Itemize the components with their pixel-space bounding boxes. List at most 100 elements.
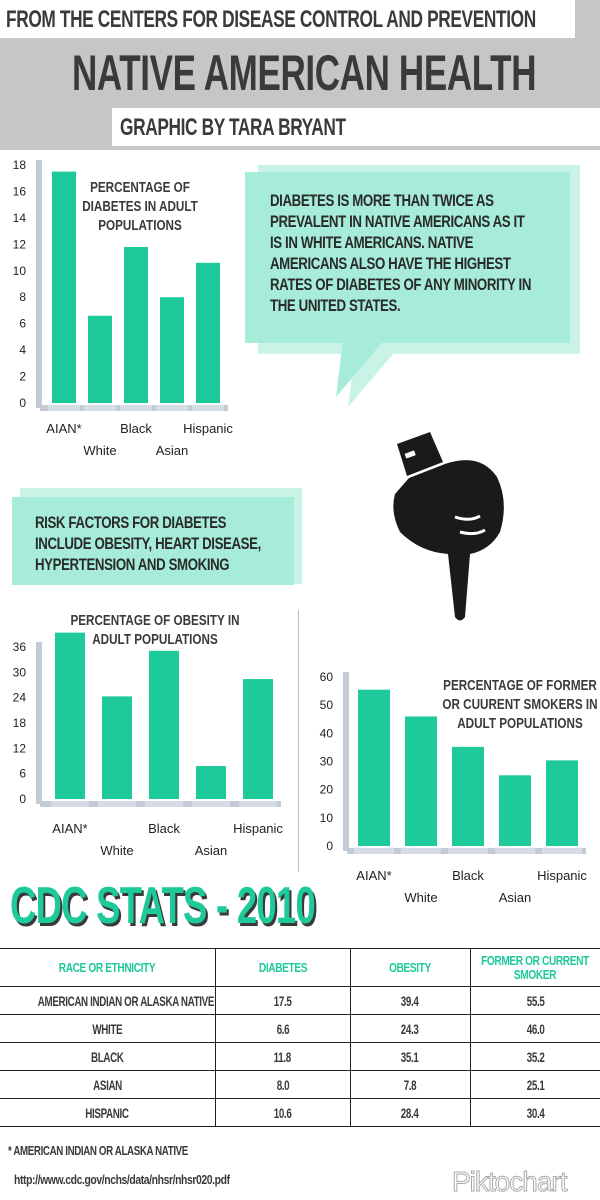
y-tick-label: 30: [13, 665, 27, 679]
callout-line: is in White Americans. Native: [270, 233, 474, 252]
footnote: * American Indian or Alaska Native: [8, 1143, 188, 1158]
x-tick-label: Black: [452, 868, 484, 883]
x-tick-label: AIAN*: [356, 868, 391, 883]
y-axis: [343, 672, 349, 851]
x-tick-label: AIAN*: [52, 821, 87, 836]
piktochart-logo: Piktochart: [452, 1166, 568, 1198]
y-tick-label: 10: [320, 811, 334, 825]
table-header-row: RACE OR ETHNICITY DIABETES OBESITY FORMER O…: [0, 948, 600, 987]
x-tick-label: White: [100, 843, 133, 858]
bar-hispanic: [196, 262, 220, 403]
y-tick-label: 6: [19, 767, 26, 781]
table-cell: 30.4: [469, 1098, 600, 1127]
callout-line: the United States.: [270, 296, 401, 315]
y-axis: [36, 642, 42, 804]
smokers-chart: 0 10 20 30 40 50 60 AIAN* White Black Asian Hispani…: [320, 670, 598, 905]
chart-title: PERCENTAGE OF: [90, 179, 190, 196]
bar-base: [239, 801, 277, 807]
table-cell: 46.0: [469, 1014, 600, 1043]
callout-line: hypertension and smoking: [35, 555, 230, 574]
y-tick-label: 36: [13, 640, 27, 654]
bar-base: [495, 848, 535, 854]
callout-line: Americans also have the highest: [270, 254, 511, 273]
callout-line: Diabetes is more than twice as: [270, 191, 494, 210]
diabetes-callout-text: Diabetes is more than twice as prevalent …: [270, 190, 600, 316]
y-tick-label: 40: [320, 726, 334, 740]
bar-base: [192, 405, 224, 411]
bar-base: [145, 801, 183, 807]
y-tick-label: 12: [13, 237, 27, 251]
bar-base: [51, 801, 89, 807]
chart-title: OR CUURENT SMOKERS IN: [442, 696, 597, 713]
y-tick-label: 50: [320, 698, 334, 712]
y-tick-label: 20: [320, 783, 334, 797]
y-tick-label: 2: [19, 370, 26, 384]
table-cell: 24.3: [349, 1014, 471, 1043]
pointing-down-hand-icon: [393, 432, 504, 621]
column-header: OBESITY: [349, 948, 471, 987]
table-cell: 35.1: [349, 1042, 471, 1071]
stats-title: CDC Stats - 2010: [10, 877, 316, 935]
credit-text: Graphic by Tara Bryant: [120, 114, 346, 141]
y-tick-label: 30: [320, 755, 334, 769]
x-tick-label: Asian: [499, 890, 532, 905]
table-cell: ASIAN: [0, 1070, 216, 1099]
y-tick-label: 0: [326, 839, 333, 853]
risk-text: Risk factors for diabetes include obesity…: [35, 512, 325, 575]
bar-black: [124, 246, 148, 403]
header-banner: From the Centers for Disease Control and…: [0, 0, 600, 150]
source-text: From the Centers for Disease Control and…: [6, 6, 536, 33]
chart-title: ADULT POPULATIONS: [92, 631, 218, 648]
bar-aian: [52, 171, 76, 403]
diabetes-chart: 0 2 4 6 8 10 12 14 16 18 AIAN*White Black Asian Hispa…: [13, 158, 234, 458]
bar-asian: [196, 766, 226, 799]
y-tick-label: 6: [19, 317, 26, 331]
bar-white: [102, 696, 132, 799]
x-tick-label: Hispanic: [183, 421, 233, 436]
table-cell: 25.1: [469, 1070, 600, 1099]
y-tick-label: 16: [13, 184, 27, 198]
column-header: RACE OR ETHNICITY: [0, 948, 216, 987]
y-tick-label: 18: [13, 158, 27, 172]
table-cell: BLACK: [0, 1042, 216, 1071]
chart-title: DIABETES IN ADULT: [82, 198, 198, 215]
credit-strip: Graphic by Tara Bryant: [112, 108, 600, 146]
table-cell: AMERICAN INDIAN OR ALASKA NATIVE: [0, 986, 216, 1015]
bar-base: [120, 405, 152, 411]
chart-title: POPULATIONS: [98, 217, 182, 234]
y-tick-label: 24: [13, 691, 27, 705]
x-tick-label: Asian: [195, 843, 228, 858]
table-row: AMERICAN INDIAN OR ALASKA NATIVE 17.5 39.4…: [0, 986, 600, 1015]
x-tick-label: Asian: [156, 443, 189, 458]
divider: [298, 610, 299, 872]
bar-base: [192, 801, 230, 807]
table-cell: 7.8: [349, 1070, 471, 1099]
y-tick-label: 8: [19, 290, 26, 304]
x-tick-label: AIAN*: [46, 421, 81, 436]
bar-base: [48, 405, 80, 411]
x-tick-label: White: [404, 890, 437, 905]
bar-asian: [499, 775, 531, 846]
callout-line: Risk factors for diabetes: [35, 513, 227, 532]
obesity-chart: 0 6 12 18 24 30 36 AIAN* White Black Asian Hispanic…: [13, 612, 284, 858]
x-tick-label: Black: [148, 821, 180, 836]
bar-base: [84, 405, 116, 411]
table-row: WHITE 6.6 24.3 46.0: [0, 1014, 600, 1043]
y-tick-label: 0: [19, 396, 26, 410]
bar-hispanic: [243, 679, 273, 799]
y-tick-label: 60: [320, 670, 334, 684]
table-cell: 8.0: [214, 1070, 351, 1099]
source-url[interactable]: http://www.cdc.gov/nchs/data/nhsr/nhsr02…: [14, 1172, 230, 1187]
y-tick-label: 0: [19, 792, 26, 806]
chart-title: PERCENTAGE OF FORMER: [443, 677, 597, 694]
stats-table: RACE OR ETHNICITY DIABETES OBESITY FORMER O…: [0, 948, 600, 1127]
bar-black: [149, 650, 179, 799]
bar-base: [448, 848, 488, 854]
bar-hispanic: [546, 760, 578, 846]
bar-base: [98, 801, 136, 807]
x-tick-label: Black: [120, 421, 152, 436]
y-tick-label: 18: [13, 716, 27, 730]
bar-black: [452, 746, 484, 846]
bar-base: [156, 405, 188, 411]
chart-title: PERCENTAGE OF OBESITY IN: [70, 612, 239, 629]
